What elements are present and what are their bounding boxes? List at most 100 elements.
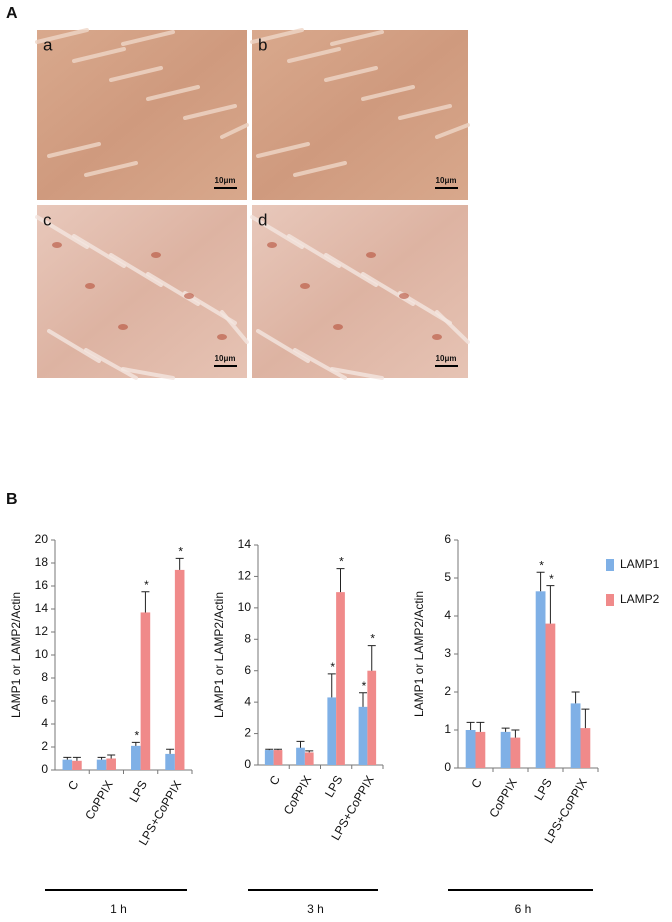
bar [106, 758, 116, 770]
micrograph-label: b [258, 35, 267, 54]
tissue-streak [47, 329, 101, 363]
error-bar [274, 748, 282, 751]
micrographs: a 10μm b 10μm c 10μm d 10μm [35, 28, 470, 380]
x-tick-label: CoPPIX [486, 776, 519, 820]
error-bar [265, 748, 274, 751]
x-tick-label: C [267, 773, 284, 788]
panel-label: A [6, 5, 18, 22]
y-tick-label: 6 [444, 532, 451, 546]
y-tick-label: 14 [35, 601, 49, 615]
error-bar [175, 557, 184, 570]
bar [72, 760, 82, 770]
y-tick-label: 8 [244, 631, 251, 645]
error-bar [476, 721, 485, 732]
y-tick-label: 4 [244, 694, 251, 708]
tissue-streak [398, 104, 452, 120]
bar [358, 706, 368, 765]
scale-bar-label: 10μm [215, 354, 236, 363]
y-tick-label: 20 [35, 532, 49, 546]
bar [367, 670, 377, 765]
y-tick-label: 18 [35, 555, 49, 569]
y-axis-label: LAMP1 or LAMP2/Actin [9, 592, 23, 718]
significance-mark: * [362, 679, 367, 693]
y-axis-label: LAMP1 or LAMP2/Actin [212, 592, 226, 718]
y-tick-label: 16 [35, 578, 49, 592]
tissue-streak [250, 28, 304, 44]
significance-mark: * [539, 558, 544, 572]
bar [174, 569, 185, 770]
tissue-streak [361, 85, 415, 101]
nucleus [432, 334, 442, 340]
bar [140, 612, 151, 770]
tissue-streak [47, 142, 101, 158]
y-tick-label: 0 [244, 757, 251, 771]
bar [304, 752, 314, 765]
group-label: 6 h [515, 902, 532, 916]
micrograph-label: c [43, 210, 52, 229]
bar [165, 753, 175, 770]
x-tick-label: CoPPIX [281, 773, 314, 817]
tissue-streak [183, 104, 237, 120]
y-tick-label: 14 [238, 537, 252, 551]
y-tick-label: 10 [35, 647, 49, 661]
x-tick-label: LPS [322, 773, 345, 800]
nucleus [217, 334, 227, 340]
nucleus [118, 324, 128, 330]
tissue-streak [72, 234, 126, 268]
tissue-streak [324, 66, 378, 82]
nucleus [267, 242, 277, 248]
error-bar [546, 585, 555, 624]
error-bar [336, 568, 345, 593]
nucleus [366, 252, 376, 258]
x-tick-label: C [468, 776, 485, 791]
panel-label: B [6, 491, 18, 508]
bar [131, 745, 141, 770]
y-tick-label: 0 [444, 760, 451, 774]
tissue-streak [293, 348, 347, 380]
tissue-streak [121, 30, 175, 46]
bar [273, 750, 283, 765]
tissue-streak [121, 367, 175, 380]
y-tick-label: 3 [444, 646, 451, 660]
error-bar [501, 727, 510, 732]
bar [500, 731, 511, 768]
legend-label: LAMP2 [620, 592, 660, 606]
significance-mark: * [370, 632, 375, 646]
x-tick-label: LPS [531, 776, 554, 803]
bar [535, 591, 546, 768]
legend-swatch [606, 559, 614, 571]
y-tick-label: 1 [444, 722, 451, 736]
tissue-streak [146, 272, 200, 306]
significance-mark: * [134, 729, 139, 743]
y-tick-label: 0 [41, 762, 48, 776]
tissue-streak [109, 253, 163, 287]
micrograph [37, 30, 247, 200]
bar [475, 731, 486, 768]
tissue-streak [330, 30, 384, 46]
y-axis-label: LAMP1 or LAMP2/Actin [412, 591, 426, 717]
micrograph [252, 205, 468, 378]
scale-bar-label: 10μm [436, 176, 457, 185]
error-bar [296, 740, 305, 748]
tissue-streak [250, 215, 304, 249]
y-tick-label: 10 [238, 600, 252, 614]
bar [465, 730, 476, 768]
tissue-streak [35, 215, 89, 249]
y-tick-label: 2 [244, 726, 251, 740]
micrograph [252, 30, 468, 200]
error-bar [367, 645, 376, 671]
tissue-streak [324, 253, 378, 287]
nucleus [184, 293, 194, 299]
legend-label: LAMP1 [620, 557, 660, 571]
significance-mark: * [144, 578, 149, 592]
significance-mark: * [339, 555, 344, 569]
bar [510, 737, 521, 768]
error-bar [536, 571, 545, 592]
error-bar [571, 691, 580, 704]
error-bar [131, 741, 140, 746]
y-tick-label: 4 [444, 608, 451, 622]
tissue-streak [146, 85, 200, 101]
y-tick-label: 5 [444, 570, 451, 584]
nucleus [399, 293, 409, 299]
